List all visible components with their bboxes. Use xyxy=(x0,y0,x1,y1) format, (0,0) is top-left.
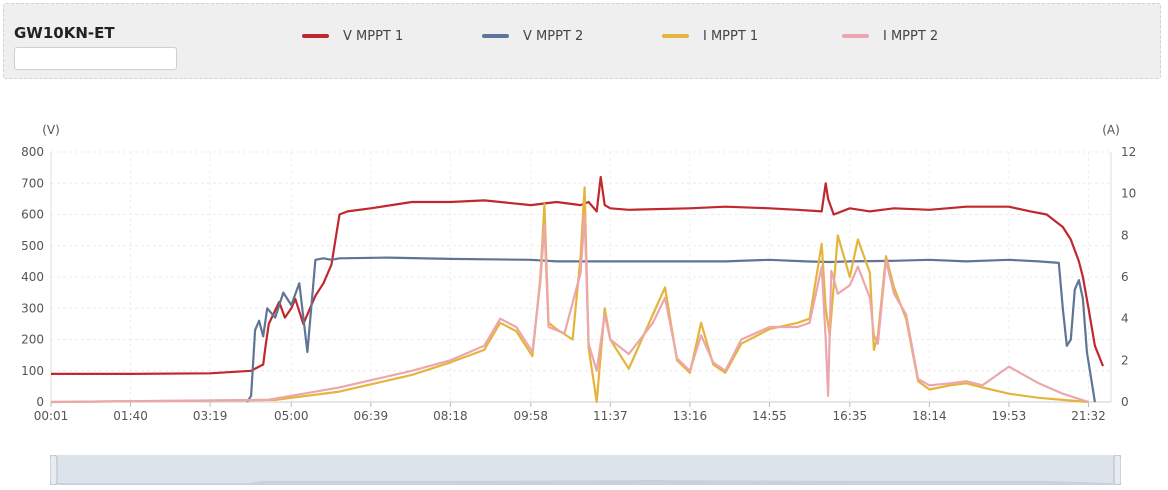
x-tick-label: 14:55 xyxy=(752,409,787,423)
slider-left-handle[interactable] xyxy=(50,455,58,485)
y-left-unit-label: (V) xyxy=(42,123,60,137)
series-line-v-mppt-1 xyxy=(51,175,1105,375)
x-tick-label: 11:37 xyxy=(593,409,628,423)
legend-label: V MPPT 1 xyxy=(343,28,404,44)
device-title: GW10KN-ET xyxy=(14,24,115,42)
y-left-tick-label: 800 xyxy=(21,145,44,159)
y-right-unit-label: (A) xyxy=(1102,123,1120,137)
zoom-slider[interactable] xyxy=(50,455,1121,485)
slider-preview-area xyxy=(58,480,1113,485)
chart-header-panel: GW10KN-ET V MPPT 1 V MPPT 2 I MPPT 1 I M… xyxy=(3,3,1161,79)
x-tick-label: 19:53 xyxy=(992,409,1027,423)
y-left-tick-label: 400 xyxy=(21,270,44,284)
legend-item-i-mppt-1[interactable]: I MPPT 1 xyxy=(662,26,758,46)
legend-label: V MPPT 2 xyxy=(523,28,584,44)
y-right-tick-label: 12 xyxy=(1121,145,1136,159)
series-line-i-mppt-2 xyxy=(50,213,1089,404)
y-left-tick-label: 300 xyxy=(21,301,44,315)
x-tick-label: 01:40 xyxy=(113,409,148,423)
x-tick-label: 18:14 xyxy=(912,409,947,423)
x-tick-label: 16:35 xyxy=(833,409,868,423)
y-left-tick-label: 600 xyxy=(21,208,44,222)
legend-item-v-mppt-2[interactable]: V MPPT 2 xyxy=(482,26,583,46)
y-left-tick-label: 100 xyxy=(21,364,44,378)
device-search-input[interactable] xyxy=(14,47,177,70)
y-right-tick-label: 4 xyxy=(1121,312,1129,326)
x-tick-label: 03:19 xyxy=(193,409,228,423)
series-line-i-mppt-1 xyxy=(50,186,1089,404)
x-tick-label: 08:18 xyxy=(433,409,468,423)
y-right-tick-label: 10 xyxy=(1121,187,1136,201)
legend-label: I MPPT 2 xyxy=(883,28,939,44)
x-tick-label: 06:39 xyxy=(354,409,389,423)
y-right-tick-label: 8 xyxy=(1121,228,1129,242)
legend-item-i-mppt-2[interactable]: I MPPT 2 xyxy=(842,26,938,46)
x-tick-label: 09:58 xyxy=(513,409,548,423)
line-chart: 0 100 200 300 400 500 600 700 800 0 2 4 6 8 10 12 00:01 0… xyxy=(21,123,1136,423)
x-tick-label: 13:16 xyxy=(673,409,708,423)
y-right-tick-label: 2 xyxy=(1121,353,1129,367)
legend-swatch-icon xyxy=(482,34,509,38)
x-tick-label: 21:32 xyxy=(1071,409,1106,423)
legend-swatch-icon xyxy=(662,34,689,38)
y-right-tick-label: 6 xyxy=(1121,270,1129,284)
legend-item-v-mppt-1[interactable]: V MPPT 1 xyxy=(302,26,403,46)
legend-swatch-icon xyxy=(302,34,329,38)
x-tick-label: 00:01 xyxy=(34,409,69,423)
legend-swatch-icon xyxy=(842,34,869,38)
legend-label: I MPPT 1 xyxy=(703,28,759,44)
y-left-tick-label: 500 xyxy=(21,239,44,253)
y-left-tick-label: 700 xyxy=(21,176,44,190)
y-right-tick-label: 0 xyxy=(1121,395,1129,409)
series-line-v-mppt-2 xyxy=(246,256,1096,403)
x-tick-label: 05:00 xyxy=(274,409,309,423)
y-left-tick-label: 0 xyxy=(36,395,44,409)
y-left-tick-label: 200 xyxy=(21,333,44,347)
slider-track xyxy=(50,455,1121,485)
slider-right-handle[interactable] xyxy=(1113,455,1121,485)
